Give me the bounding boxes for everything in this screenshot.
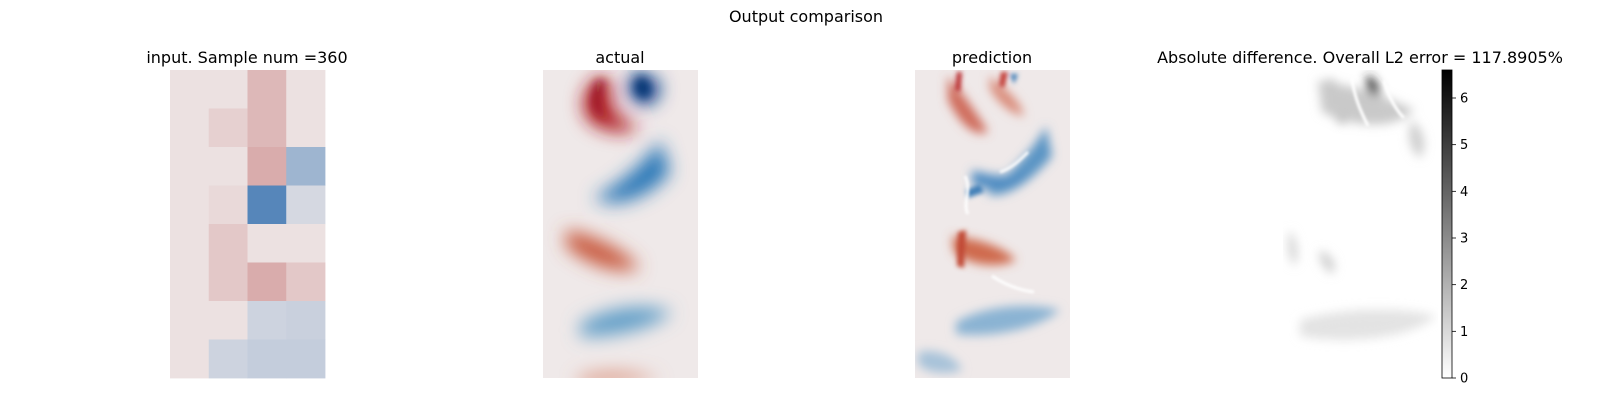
prediction-blue-bottom-left (918, 350, 962, 373)
colorbar-tick-label-2: 2 (1460, 278, 1468, 293)
input-cell-r5-c1 (208, 262, 248, 302)
prediction-blue-streak-2 (966, 184, 984, 198)
difference-haze-top (1318, 80, 1414, 125)
input-cell-r1-c3 (286, 108, 326, 148)
difference-white-seams (1350, 77, 1406, 127)
input-cell-r4-c3 (286, 224, 326, 263)
colorbar-ticks: 0 1 2 3 4 5 6 (1452, 92, 1468, 387)
input-cell-r7-c0 (170, 339, 210, 379)
input-cell-r4-c1 (208, 224, 248, 263)
prediction-red-top-right (990, 76, 1024, 116)
input-cell-r6-c1 (208, 301, 248, 340)
colorbar-gradient (1441, 69, 1453, 379)
input-cell-r0-c1 (208, 70, 248, 109)
actual-vortex-red-bottom (578, 372, 654, 378)
input-cell-r2-c0 (170, 147, 210, 186)
input-cell-r2-c2 (247, 147, 287, 186)
input-cell-r7-c2 (247, 339, 287, 379)
input-cell-r0-c3 (286, 70, 326, 109)
panel-title-prediction: prediction (952, 48, 1032, 67)
panel-title-input: input. Sample num =360 (146, 48, 347, 67)
input-cell-r5-c0 (170, 262, 210, 302)
colorbar-tick-label-4: 4 (1460, 185, 1468, 200)
colorbar-tick-label-0: 0 (1460, 372, 1468, 387)
input-cell-r5-c2 (247, 262, 287, 302)
input-cell-r2-c3 (286, 147, 326, 186)
input-cell-r4-c0 (170, 224, 210, 263)
actual-vortex-blue-low (580, 307, 672, 337)
prediction-red-streak-2 (999, 72, 1008, 88)
panel-title-difference: Absolute difference. Overall L2 error = … (1157, 48, 1563, 67)
actual-vortex-blue-mid (594, 140, 670, 203)
colorbar-tick-label-6: 6 (1460, 92, 1468, 107)
input-cell-r3-c2 (247, 185, 287, 225)
actual-heatmap (543, 70, 698, 378)
difference-heatmap (1283, 70, 1438, 378)
difference-haze-mid-left (1287, 230, 1298, 266)
difference-haze-right (1409, 120, 1425, 158)
input-cell-r3-c3 (286, 185, 326, 225)
prediction-white-seams (963, 150, 1035, 294)
input-cell-r6-c2 (247, 301, 287, 340)
input-cell-r5-c3 (286, 262, 326, 302)
colorbar-tick-label-1: 1 (1460, 325, 1468, 340)
input-cell-r0-c2 (247, 70, 287, 109)
input-cell-r6-c0 (170, 301, 210, 340)
panel-title-actual: actual (595, 48, 644, 67)
input-cell-r1-c1 (208, 108, 248, 148)
colorbar-tick-label-5: 5 (1460, 138, 1468, 153)
input-cell-r4-c2 (247, 224, 287, 263)
prediction-blue-mid (972, 170, 1030, 189)
input-cell-r7-c1 (208, 339, 248, 379)
input-heatmap (170, 70, 326, 379)
input-cell-r2-c1 (208, 147, 248, 186)
prediction-red-streak-1 (955, 72, 962, 92)
input-cell-r3-c1 (208, 185, 248, 225)
prediction-heatmap (915, 70, 1070, 378)
prediction-blue-right (986, 126, 1052, 195)
input-cell-r0-c0 (170, 70, 210, 109)
actual-vortex-blue-core (635, 76, 650, 98)
input-cell-r7-c3 (286, 339, 326, 379)
actual-vortex-red-mid (566, 230, 640, 271)
input-cell-r3-c0 (170, 185, 210, 225)
prediction-blue-streak-1 (1010, 74, 1018, 84)
input-cell-r1-c2 (247, 108, 287, 148)
difference-haze-low (1300, 309, 1436, 340)
prediction-red-streak-3 (957, 230, 966, 268)
prediction-blue-low (956, 306, 1060, 335)
colorbar-tick-label-3: 3 (1460, 232, 1468, 247)
difference-haze-mid (1319, 250, 1335, 274)
input-cell-r6-c3 (286, 301, 326, 340)
difference-colorbar: 0 1 2 3 4 5 6 (1441, 69, 1468, 387)
figure-suptitle: Output comparison (729, 7, 883, 26)
actual-vortex-red-core (593, 80, 606, 120)
input-cell-r1-c0 (170, 108, 210, 148)
prediction-red-mid (952, 236, 1016, 266)
